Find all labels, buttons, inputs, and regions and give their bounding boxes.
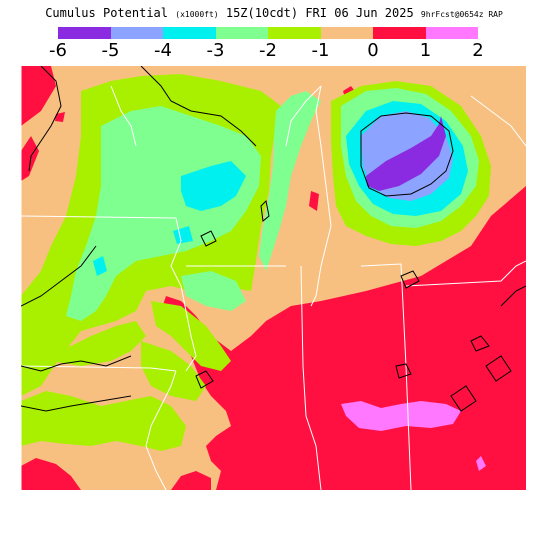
state-borders: [21, 66, 526, 490]
legend-tick-label: 2: [472, 40, 484, 61]
title-forecast: 9hrFcst@0654z RAP: [420, 10, 503, 19]
title-units: (x1000ft): [175, 10, 219, 19]
border-in-oh: [360, 263, 412, 490]
title-valid-time: 15Z(10cdt) FRI 06 Jun 2025: [225, 6, 414, 20]
legend-swatch-3: [215, 27, 268, 39]
contour-7: [21, 395, 132, 412]
contour-4: [260, 199, 270, 222]
green-bay-shore: [285, 85, 322, 147]
legend-tick-label: -6: [49, 40, 67, 61]
border-il-in: [300, 265, 322, 490]
lake-michigan-shore: [310, 265, 322, 307]
contour-6: [21, 355, 132, 372]
contour-12: [470, 335, 490, 352]
legend-swatch-0: [58, 27, 111, 39]
legend-tick-label: -5: [101, 40, 120, 61]
legend-swatch-4: [268, 27, 321, 39]
contour-10: [400, 270, 420, 289]
color-legend: [58, 27, 478, 39]
legend-tick-label: -4: [154, 40, 172, 61]
legend-ticks: -6 -5 -4 -3 -2 -1 0 1 2: [0, 40, 548, 62]
legend-swatch-7: [425, 27, 478, 39]
contour-11: [395, 363, 412, 379]
zero-contours: [21, 66, 526, 412]
field-bin-m3: [66, 91, 321, 321]
legend-tick-label: -1: [311, 40, 330, 61]
lake-michigan-west-shore: [315, 85, 332, 267]
contour-14: [485, 355, 512, 382]
legend-tick-label: 1: [419, 40, 432, 61]
legend-tick-label: -2: [259, 40, 277, 61]
chart-title: Cumulus Potential (x1000ft) 15Z(10cdt) F…: [0, 6, 548, 20]
field-bin-m4: [93, 161, 246, 276]
contour-2: [140, 66, 257, 147]
legend-tick-label: 0: [367, 40, 379, 61]
title-main: Cumulus Potential: [45, 6, 169, 20]
border-ia-mo: [21, 365, 177, 372]
border-wi-mn: [170, 217, 187, 312]
border-mn-ia: [21, 215, 177, 219]
legend-swatch-6: [373, 27, 426, 39]
border-mo-il: [145, 370, 177, 490]
legend-tick-label: -3: [206, 40, 225, 61]
contour-3: [200, 230, 217, 247]
legend-swatch-5: [320, 27, 373, 39]
legend-swatch-1: [110, 27, 163, 39]
contour-15: [500, 285, 526, 307]
lake-huron-shore: [470, 95, 526, 147]
contour-5: [21, 245, 97, 307]
contour-1: [28, 66, 62, 172]
cumulus-potential-map: [21, 66, 526, 490]
border-ia-il: [185, 310, 197, 372]
contour-9: [360, 112, 454, 197]
field-bin-1: [341, 401, 486, 471]
contour-8: [195, 370, 214, 389]
michigan-high-bins: [331, 81, 491, 246]
contour-13: [450, 385, 477, 412]
legend-swatch-2: [163, 27, 216, 39]
border-mi-oh: [405, 260, 526, 287]
border-lake-superior: [110, 85, 137, 147]
